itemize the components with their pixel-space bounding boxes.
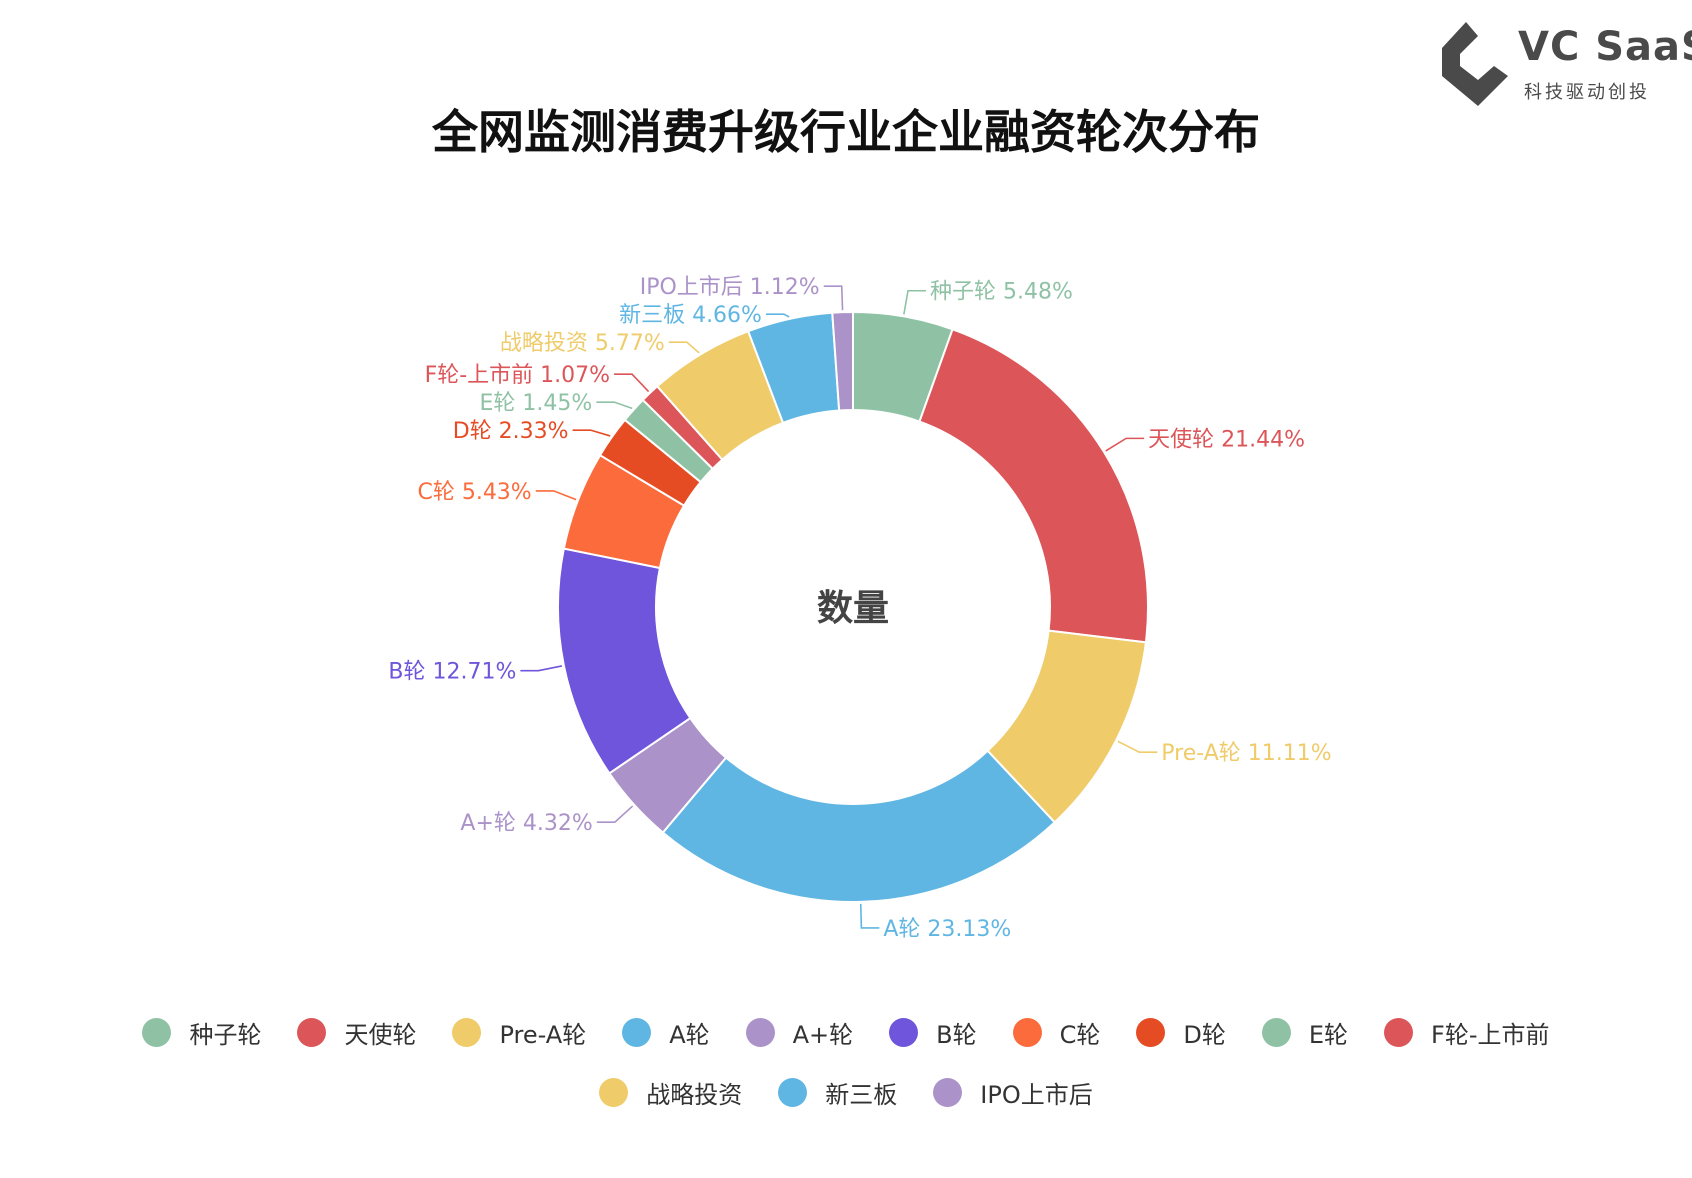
legend-label: B轮 [936, 1020, 977, 1049]
leader-line-11 [765, 313, 790, 318]
legend-label: C轮 [1059, 1020, 1101, 1049]
legend-item-0[interactable]: 种子轮 [142, 1016, 262, 1049]
data-label-7: D轮 2.33% [453, 419, 569, 444]
legend-item-7[interactable]: D轮 [1136, 1016, 1226, 1049]
leader-line-9 [614, 373, 650, 393]
data-label-6: C轮 5.43% [417, 480, 531, 505]
center-label: 数量 [817, 588, 889, 629]
legend-label: A+轮 [792, 1020, 854, 1049]
legend-swatch [1384, 1017, 1414, 1047]
chart-title: 全网监测消费升级行业企业融资轮次分布 [432, 105, 1260, 159]
legend-label: D轮 [1183, 1020, 1226, 1049]
leader-line-4 [596, 805, 634, 823]
brand-name: VC SaaS [1518, 24, 1692, 70]
legend-swatch [778, 1077, 808, 1107]
data-label-12: IPO上市后 1.12% [640, 275, 820, 300]
legend-swatch [1136, 1017, 1166, 1047]
legend-label: E轮 [1308, 1020, 1349, 1049]
legend-item-11[interactable]: 新三板 [778, 1076, 898, 1109]
slices-layer [557, 310, 1149, 903]
legend-label: 种子轮 [189, 1020, 262, 1049]
legend-label: F轮-上市前 [1431, 1020, 1550, 1049]
slice-12 [831, 310, 854, 412]
legend-swatch [933, 1077, 963, 1107]
legend-swatch [599, 1077, 629, 1107]
legend-item-5[interactable]: B轮 [889, 1016, 977, 1049]
legend-item-8[interactable]: E轮 [1261, 1016, 1349, 1049]
legend-label: 新三板 [825, 1080, 898, 1109]
leader-line-0 [903, 289, 926, 315]
legend-label: IPO上市后 [980, 1080, 1093, 1109]
donut-chart: 种子轮 5.48% 天使轮 21.44% Pre-A轮 11.11% A轮 23.13… [388, 275, 1331, 942]
data-label-5: B轮 12.71% [388, 660, 516, 685]
legend-label: 天使轮 [344, 1020, 417, 1049]
leader-line-2 [1117, 740, 1158, 753]
leader-line-1 [1105, 437, 1145, 452]
brand-logo: VC SaaS 科技驱动创投 [1438, 18, 1692, 114]
data-label-4: A+轮 4.32% [460, 811, 592, 836]
legend-swatch [745, 1017, 775, 1047]
legend-swatch [297, 1017, 327, 1047]
leader-line-5 [520, 665, 563, 672]
legend-item-9[interactable]: F轮-上市前 [1384, 1016, 1550, 1049]
leader-line-10 [668, 341, 700, 354]
data-label-3: A轮 23.13% [883, 917, 1011, 942]
legend-item-12[interactable]: IPO上市后 [933, 1076, 1093, 1109]
legend-swatch [452, 1017, 482, 1047]
vc-saas-logo-icon [1442, 22, 1508, 106]
data-labels-layer: 种子轮 5.48% 天使轮 21.44% Pre-A轮 11.11% A轮 23.13… [388, 275, 1331, 942]
leader-line-7 [572, 429, 611, 437]
data-label-2: Pre-A轮 11.11% [1161, 741, 1331, 766]
data-label-11: 新三板 4.66% [619, 303, 762, 328]
legend-label: Pre-A轮 [499, 1020, 587, 1049]
leader-line-6 [535, 490, 577, 501]
brand-tagline: 科技驱动创投 [1524, 82, 1650, 103]
legend-item-6[interactable]: C轮 [1012, 1016, 1101, 1049]
legend-swatch [889, 1017, 919, 1047]
legend-item-3[interactable]: A轮 [622, 1016, 710, 1049]
slice-1 [918, 328, 1149, 644]
leader-line-3 [859, 903, 880, 929]
legend-item-2[interactable]: Pre-A轮 [452, 1016, 587, 1049]
legend-item-1[interactable]: 天使轮 [297, 1016, 417, 1049]
data-label-0: 种子轮 5.48% [930, 280, 1073, 305]
chart-legend: 种子轮 天使轮 Pre-A轮 A轮 A+轮 B轮 C轮 D轮 E轮 F轮-上市前战略投资 新三板 IP… [40, 1016, 1652, 1109]
legend-item-4[interactable]: A+轮 [745, 1016, 854, 1049]
legend-label: A轮 [669, 1020, 710, 1049]
legend-swatch [622, 1017, 652, 1047]
legend-swatch [142, 1017, 172, 1047]
data-label-8: E轮 1.45% [480, 391, 593, 416]
data-label-10: 战略投资 5.77% [500, 331, 665, 356]
data-label-1: 天使轮 21.44% [1148, 427, 1305, 452]
slice-3 [661, 749, 1057, 903]
leader-line-8 [596, 401, 633, 410]
legend-swatch [1261, 1017, 1291, 1047]
legend-item-10[interactable]: 战略投资 [599, 1076, 743, 1109]
legend-label: 战略投资 [646, 1080, 743, 1109]
leader-lines-layer [520, 285, 1158, 929]
leader-line-12 [823, 285, 844, 311]
data-label-9: F轮-上市前 1.07% [425, 363, 610, 388]
legend-swatch [1012, 1017, 1042, 1047]
